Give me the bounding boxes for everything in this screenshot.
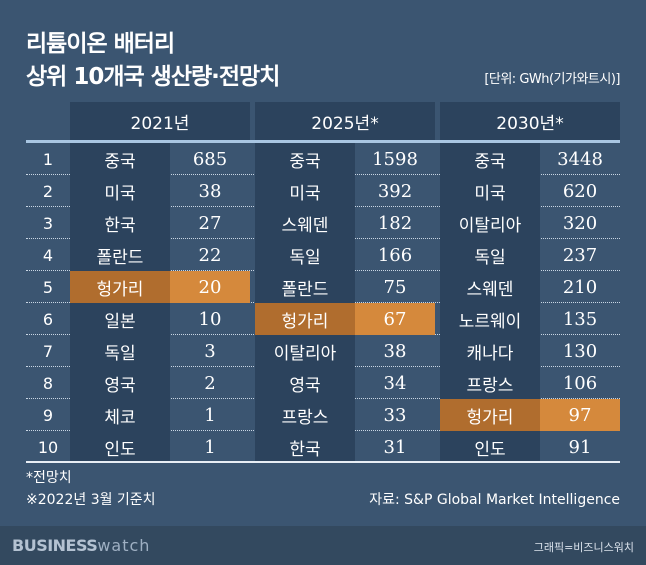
country-cell: 중국: [70, 143, 170, 175]
country-cell: 일본: [70, 303, 170, 335]
value-cell: 38: [198, 180, 222, 202]
value-cell: 38: [383, 340, 407, 362]
country-cell: 한국: [70, 207, 170, 239]
table-row: 1 중국 685 중국 1598 중국 3448: [26, 143, 620, 175]
country-cell: 한국: [255, 431, 355, 463]
header-divider: [26, 140, 620, 143]
value-cell: 3: [204, 340, 216, 362]
value-cell: 130: [562, 340, 598, 362]
value-cell: 33: [383, 404, 407, 426]
title-line-2: 상위 10개국 생산량·전망치: [26, 64, 280, 90]
value-cell: 210: [562, 276, 598, 298]
country-cell: 스웨덴: [255, 207, 355, 239]
value-cell: 685: [192, 148, 228, 170]
value-cell: 27: [198, 212, 222, 234]
highlighted-value-cell: 97: [540, 399, 620, 431]
value-cell: 392: [377, 180, 413, 202]
country-cell: 미국: [70, 175, 170, 207]
highlighted-country-cell: 헝가리: [255, 303, 355, 335]
table-row: 10 인도 1 한국 31 인도 91: [26, 431, 620, 463]
country-cell: 독일: [70, 335, 170, 367]
value-cell: 75: [383, 276, 407, 298]
country-cell: 독일: [440, 239, 540, 271]
table-row: 2 미국 38 미국 392 미국 620: [26, 175, 620, 207]
rank-cell: 8: [42, 373, 54, 393]
country-cell: 영국: [255, 367, 355, 399]
unit-label: [단위: GWh(기가와트시)]: [484, 72, 620, 87]
column-header: 2021년: [70, 102, 250, 140]
rank-cell: 1: [42, 149, 54, 169]
country-cell: 프랑스: [255, 399, 355, 431]
country-cell: 체코: [70, 399, 170, 431]
highlighted-value-cell: 20: [170, 271, 250, 303]
country-cell: 스웨덴: [440, 271, 540, 303]
highlighted-country-cell: 헝가리: [440, 399, 540, 431]
value-cell: 1598: [372, 148, 418, 170]
country-cell: 중국: [440, 143, 540, 175]
footer-divider: [26, 461, 620, 463]
value-cell: 320: [562, 212, 598, 234]
country-cell: 중국: [255, 143, 355, 175]
businesswatch-logo: BUSINESSwatch: [12, 536, 151, 555]
country-cell: 인도: [440, 431, 540, 463]
rank-cell: 7: [42, 341, 54, 361]
rank-cell: 10: [37, 437, 59, 457]
value-cell: 106: [562, 372, 598, 394]
country-cell: 이탈리아: [255, 335, 355, 367]
value-cell: 3448: [557, 148, 603, 170]
table-row: 8 영국 2 영국 34 프랑스 106: [26, 367, 620, 399]
rank-cell: 5: [42, 277, 54, 297]
table-row: 7 독일 3 이탈리아 38 캐나다 130: [26, 335, 620, 367]
title-line-1: 리튬이온 배터리: [26, 31, 175, 57]
footnote-forecast: *전망치: [26, 470, 72, 486]
country-cell: 노르웨이: [440, 303, 540, 335]
table-row: 4 폴란드 22 독일 166 독일 237: [26, 239, 620, 271]
country-cell: 폴란드: [255, 271, 355, 303]
country-cell: 미국: [255, 175, 355, 207]
table-row: 5 헝가리 20 폴란드 75 스웨덴 210: [26, 271, 620, 303]
value-cell: 1: [204, 436, 216, 458]
column-header: 2025년*: [255, 102, 435, 140]
rank-cell: 2: [42, 181, 54, 201]
country-cell: 캐나다: [440, 335, 540, 367]
country-cell: 프랑스: [440, 367, 540, 399]
value-cell: 31: [383, 436, 407, 458]
value-cell: 182: [377, 212, 413, 234]
rank-cell: 3: [42, 213, 54, 233]
country-cell: 인도: [70, 431, 170, 463]
country-cell: 이탈리아: [440, 207, 540, 239]
chart-title: 리튬이온 배터리 상위 10개국 생산량·전망치: [26, 28, 280, 94]
value-cell: 166: [377, 244, 413, 266]
table-row: 6 일본 10 헝가리 67 노르웨이 135: [26, 303, 620, 335]
table-row: 9 체코 1 프랑스 33 헝가리 97: [26, 399, 620, 431]
highlighted-value-cell: 67: [355, 303, 435, 335]
value-cell: 22: [198, 244, 222, 266]
footnotes: *전망치 ※2022년 3월 기준치: [26, 467, 156, 511]
rank-cell: 4: [42, 245, 54, 265]
footnote-basis: ※2022년 3월 기준치: [26, 492, 156, 508]
country-cell: 독일: [255, 239, 355, 271]
value-cell: 237: [562, 244, 598, 266]
rank-cell: 9: [42, 405, 54, 425]
country-cell: 미국: [440, 175, 540, 207]
table-row: 3 한국 27 스웨덴 182 이탈리아 320: [26, 207, 620, 239]
value-cell: 10: [198, 308, 222, 330]
country-cell: 폴란드: [70, 239, 170, 271]
footer-bar: BUSINESSwatch 그래픽=비즈니스워치: [0, 526, 646, 565]
value-cell: 2: [204, 372, 216, 394]
value-cell: 1: [204, 404, 216, 426]
value-cell: 34: [383, 372, 407, 394]
value-cell: 91: [568, 436, 592, 458]
value-cell: 135: [562, 308, 598, 330]
source-label: 자료: S&P Global Market Intelligence: [369, 492, 620, 508]
country-cell: 영국: [70, 367, 170, 399]
value-cell: 620: [562, 180, 598, 202]
rank-cell: 6: [42, 309, 54, 329]
highlighted-country-cell: 헝가리: [70, 271, 170, 303]
column-header: 2030년*: [440, 102, 620, 140]
graphic-credit: 그래픽=비즈니스워치: [533, 541, 634, 554]
